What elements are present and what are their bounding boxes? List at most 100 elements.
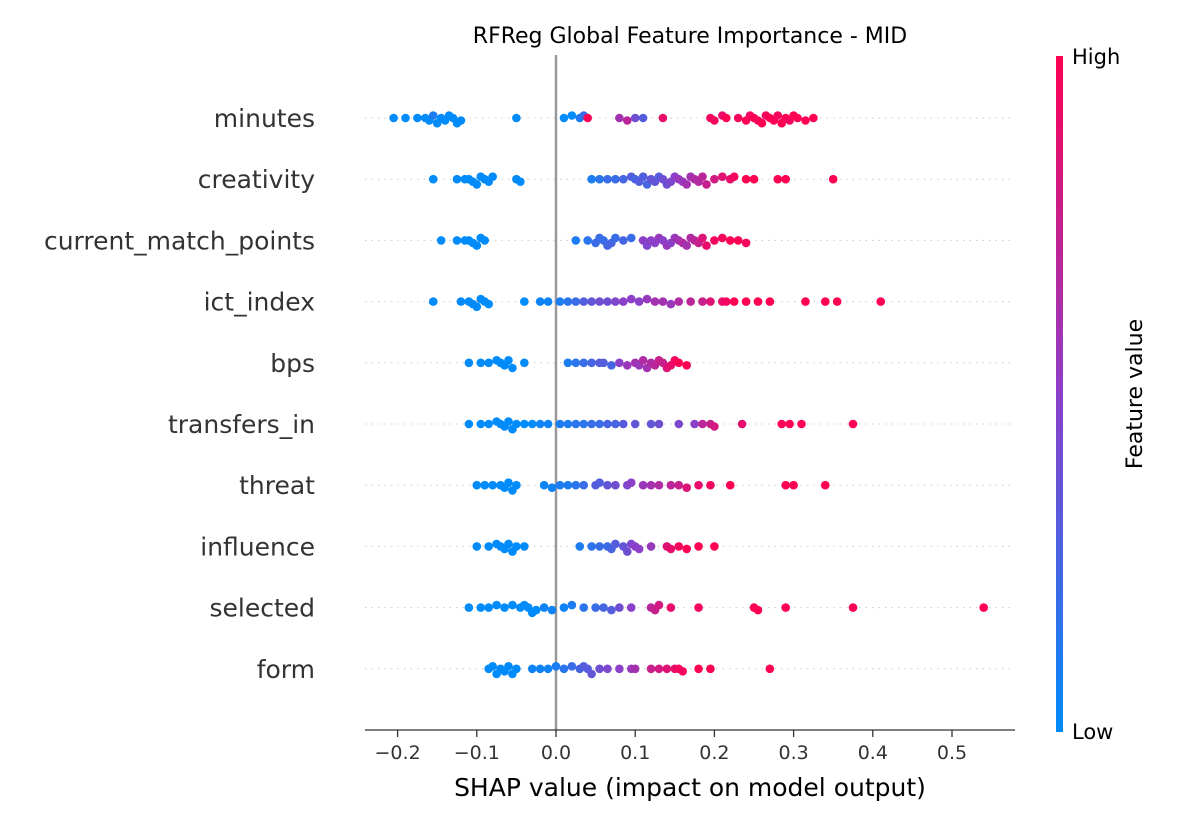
dot-ict_index — [555, 297, 565, 306]
dot-minutes — [456, 116, 466, 125]
dot-current_match_points — [619, 236, 628, 245]
dot-current_match_points — [741, 238, 751, 248]
dot-transfers_in — [587, 419, 596, 429]
feature-label-selected: selected — [209, 594, 315, 623]
dot-bps — [682, 361, 691, 370]
dot-selected — [559, 603, 569, 612]
dot-influence — [484, 542, 493, 551]
dot-form — [535, 664, 545, 674]
dot-current_match_points — [710, 236, 719, 245]
dot-threat — [674, 480, 684, 490]
dot-selected — [607, 605, 616, 615]
dot-threat — [603, 480, 612, 490]
dot-ict_index — [642, 294, 652, 304]
dot-minutes — [567, 111, 577, 120]
dot-minutes — [801, 116, 810, 125]
dot-creativity — [603, 174, 612, 184]
dot-form — [595, 664, 604, 674]
dot-bps — [508, 363, 517, 373]
dot-transfers_in — [785, 419, 794, 429]
feature-label-minutes: minutes — [214, 104, 315, 133]
dot-selected — [464, 603, 474, 612]
dot-transfers_in — [797, 419, 806, 429]
dot-transfers_in — [737, 419, 747, 429]
dot-current_match_points — [698, 233, 707, 243]
dot-creativity — [516, 177, 525, 186]
dot-threat — [488, 480, 497, 490]
dot-transfers_in — [619, 419, 628, 429]
dot-ict_index — [563, 297, 573, 306]
dot-ict_index — [698, 297, 707, 306]
data-points — [389, 111, 988, 679]
dot-minutes — [559, 113, 569, 123]
dot-threat — [480, 480, 490, 490]
dot-transfers_in — [571, 419, 581, 429]
dot-ict_index — [619, 297, 628, 306]
dot-form — [551, 662, 561, 671]
dot-ict_index — [543, 297, 553, 306]
chart-title: RFReg Global Feature Importance - MID — [473, 24, 907, 49]
dot-ict_index — [729, 297, 739, 306]
dot-selected — [500, 603, 509, 612]
dot-creativity — [773, 174, 783, 184]
dot-threat — [504, 478, 513, 488]
dot-influence — [520, 542, 529, 551]
dot-form — [488, 662, 497, 671]
dot-transfers_in — [512, 419, 521, 429]
dot-selected — [626, 603, 636, 612]
dot-creativity — [718, 172, 727, 181]
dot-form — [603, 664, 612, 674]
dot-influence — [674, 542, 684, 551]
dot-bps — [504, 356, 513, 365]
dot-transfers_in — [777, 419, 787, 429]
dot-transfers_in — [630, 419, 640, 429]
dot-threat — [646, 480, 656, 490]
dot-minutes — [638, 113, 648, 123]
dot-current_match_points — [702, 241, 711, 250]
dot-transfers_in — [535, 419, 545, 429]
dot-ict_index — [820, 297, 830, 306]
dot-minutes — [630, 113, 640, 123]
feature-label-transfers_in: transfers_in — [168, 410, 315, 439]
dot-transfers_in — [563, 419, 573, 429]
dot-ict_index — [611, 297, 620, 306]
feature-label-influence: influence — [200, 532, 315, 561]
dot-selected — [848, 603, 858, 612]
dot-ict_index — [753, 297, 763, 306]
dot-minutes — [389, 113, 398, 123]
x-tick-label: 0.5 — [937, 742, 967, 764]
dot-influence — [694, 542, 703, 551]
x-tick-label: 0.2 — [699, 742, 729, 764]
dot-transfers_in — [484, 419, 493, 429]
dot-creativity — [428, 174, 438, 184]
dot-selected — [781, 603, 790, 612]
feature-label-current_match_points: current_match_points — [44, 226, 315, 255]
dot-threat — [595, 478, 604, 488]
dot-creativity — [682, 180, 691, 189]
dot-bps — [464, 358, 474, 368]
dot-ict_index — [579, 297, 589, 306]
dot-influence — [472, 542, 482, 551]
dot-influence — [587, 542, 596, 551]
dot-influence — [504, 539, 513, 549]
dot-minutes — [809, 113, 818, 123]
dot-threat — [725, 480, 735, 490]
dot-minutes — [401, 113, 410, 123]
dot-form — [504, 662, 513, 671]
dot-current_match_points — [436, 236, 446, 245]
dot-minutes — [757, 118, 767, 128]
dot-minutes — [773, 111, 783, 120]
dot-creativity — [488, 172, 497, 181]
feature-labels: minutes creativity current_match_pointsict… — [44, 104, 315, 684]
dot-bps — [599, 358, 608, 368]
dot-threat — [512, 480, 521, 490]
dot-bps — [638, 356, 648, 365]
dot-transfers_in — [504, 417, 513, 426]
dot-form — [559, 664, 569, 674]
dot-ict_index — [456, 297, 466, 306]
dot-influence — [634, 544, 644, 554]
dot-form — [654, 664, 664, 674]
dot-form — [694, 664, 703, 674]
dot-ict_index — [674, 297, 684, 306]
dot-threat — [571, 480, 581, 490]
